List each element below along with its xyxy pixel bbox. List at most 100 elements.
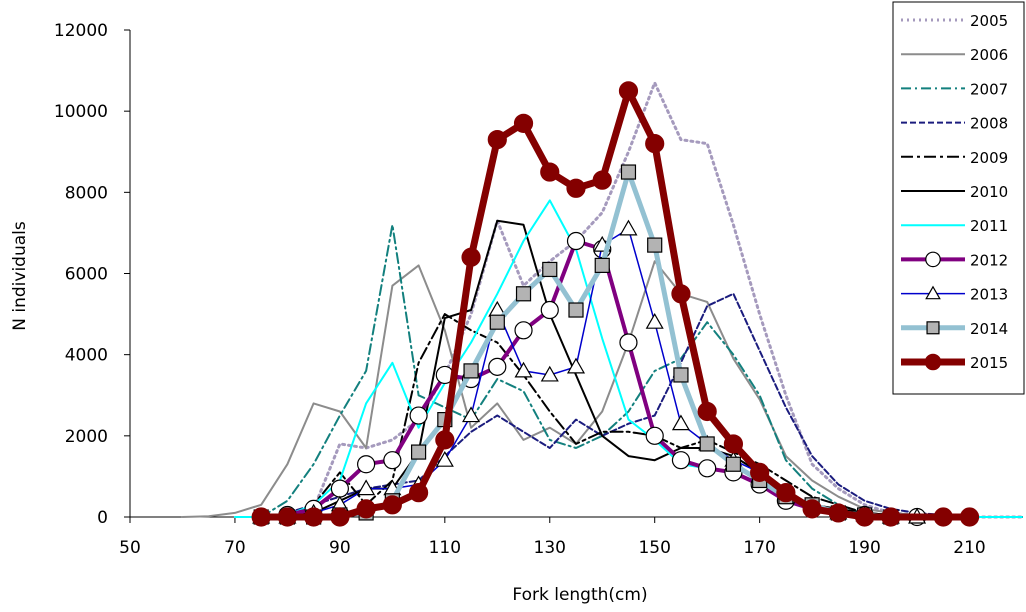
legend-label: 2010: [970, 183, 1008, 201]
y-tick-label: 10000: [54, 102, 108, 122]
x-tick-label: 170: [743, 538, 775, 558]
data-point-2014: [489, 314, 505, 330]
series-line-2006: [181, 260, 1023, 518]
legend-marker: [926, 321, 940, 335]
series-line-2013: [260, 228, 918, 518]
data-point-2015: [802, 499, 822, 519]
data-point-2013: [357, 479, 376, 496]
data-point-2014: [725, 456, 742, 472]
data-point-2013: [566, 357, 586, 374]
data-point-2012: [488, 357, 507, 376]
series-2015: [251, 81, 980, 527]
series-layer: [181, 81, 1024, 527]
data-point-2012: [357, 455, 376, 474]
x-tick-label: 210: [953, 538, 985, 558]
data-point-2012: [671, 451, 691, 470]
x-tick-label: 50: [119, 538, 141, 558]
data-point-2012: [330, 479, 349, 498]
legend-label: 2015: [970, 354, 1008, 372]
data-point-2015: [671, 284, 691, 304]
x-tick-label: 90: [329, 538, 351, 558]
y-tick-label: 0: [97, 508, 108, 528]
data-point-2012: [540, 300, 559, 320]
x-axis-title: Fork length(cm): [512, 585, 647, 605]
x-tick-label: 110: [429, 538, 461, 558]
y-tick-label: 2000: [65, 427, 108, 447]
data-point-2015: [933, 507, 953, 527]
legend-item-2014: 2014: [901, 320, 1008, 338]
legend-label: 2011: [970, 217, 1008, 235]
data-point-2015: [435, 430, 455, 450]
legend-label: 2009: [970, 149, 1008, 167]
legend-label: 2008: [970, 115, 1008, 133]
data-point-2015: [592, 170, 612, 190]
x-tick-label: 190: [848, 538, 880, 558]
legend-label: 2006: [970, 46, 1008, 64]
data-point-2013: [462, 406, 481, 423]
data-point-2015: [750, 462, 770, 482]
data-point-2013: [645, 312, 664, 329]
series-2006: [181, 260, 1023, 518]
legend-item-2013: 2013: [901, 285, 1008, 304]
data-point-2015: [330, 507, 350, 527]
x-tick-label: 130: [534, 538, 566, 558]
data-point-2015: [540, 162, 560, 182]
legend-item-2012: 2012: [901, 251, 1008, 269]
data-point-2012: [383, 451, 402, 470]
legend-marker: [924, 353, 942, 371]
data-point-2012: [645, 426, 664, 445]
legend-marker: [925, 251, 941, 268]
legend-label: 2013: [970, 286, 1008, 304]
data-point-2014: [673, 367, 689, 383]
data-point-2013: [514, 361, 533, 378]
legend-item-2011: 2011: [901, 217, 1008, 235]
axes: 0 2000 4000 6000 8000 10000 12000 50 70 90 110 130 1…: [54, 21, 1022, 558]
legend-item-2010: 2010: [901, 183, 1008, 201]
data-point-2015: [251, 507, 271, 527]
legend-item-2007: 2007: [901, 80, 1008, 98]
data-point-2013: [435, 450, 454, 467]
data-point-2014: [410, 444, 427, 460]
data-point-2015: [881, 507, 901, 527]
legend-item-2005: 2005: [901, 12, 1008, 30]
data-point-2015: [697, 401, 717, 422]
series-line-2015: [257, 87, 973, 521]
data-point-2012: [698, 459, 717, 478]
data-point-2015: [959, 507, 980, 527]
data-point-2014: [699, 436, 715, 452]
data-point-2015: [408, 483, 429, 503]
legend-label: 2012: [970, 251, 1008, 269]
data-point-2014: [463, 363, 479, 379]
data-point-2015: [513, 113, 534, 133]
data-point-2012: [409, 406, 428, 425]
legend-item-2015: 2015: [901, 353, 1008, 372]
data-point-2013: [540, 365, 559, 382]
data-point-2015: [382, 495, 402, 515]
data-point-2014: [647, 237, 663, 253]
data-point-2015: [277, 507, 298, 527]
data-point-2015: [618, 81, 639, 101]
data-point-2015: [828, 503, 848, 523]
legend-item-2009: 2009: [901, 149, 1008, 167]
legend-item-2008: 2008: [901, 115, 1008, 133]
y-axis-title: N individuals: [10, 221, 30, 331]
data-point-2014: [542, 261, 558, 278]
data-point-2015: [356, 499, 376, 519]
legend-label: 2014: [970, 320, 1008, 338]
data-point-2012: [514, 321, 533, 340]
data-point-2013: [671, 414, 690, 431]
data-point-2015: [723, 434, 744, 454]
legend-marker: [925, 285, 941, 300]
data-point-2015: [304, 507, 324, 527]
x-tick-label: 70: [224, 538, 246, 558]
data-point-2015: [776, 483, 796, 503]
y-tick-label: 8000: [65, 183, 108, 203]
legend-label: 2005: [970, 12, 1008, 30]
data-point-2014: [620, 164, 637, 180]
data-point-2012: [566, 231, 586, 251]
x-tick-label: 150: [638, 538, 670, 558]
data-point-2013: [619, 219, 638, 236]
data-point-2015: [854, 507, 875, 527]
data-point-2015: [487, 129, 507, 150]
